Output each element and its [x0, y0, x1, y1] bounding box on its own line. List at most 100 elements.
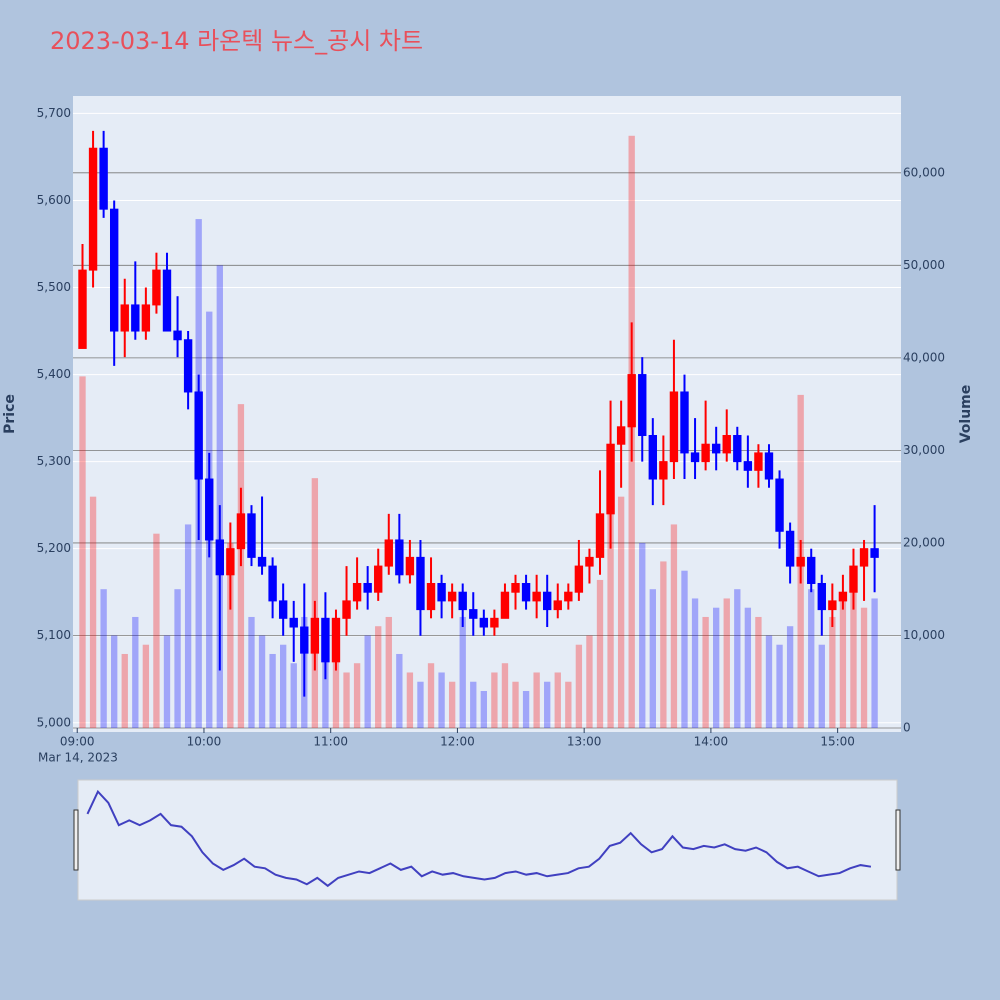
- volume-bar: [691, 598, 699, 728]
- candle-body: [183, 339, 193, 393]
- volume-bar: [385, 616, 392, 728]
- candle-body: [849, 565, 858, 593]
- volume-bar: [89, 496, 97, 728]
- volume-bar: [670, 524, 678, 728]
- candle-body: [838, 591, 848, 602]
- volume-bar: [227, 542, 234, 728]
- volume-bar: [427, 663, 435, 728]
- y-tick-label: 5,200: [37, 541, 71, 555]
- range-handle[interactable]: [73, 809, 79, 871]
- candle-body: [247, 513, 256, 558]
- candle-body: [405, 556, 415, 576]
- candle-body: [521, 582, 531, 602]
- candle-body: [659, 461, 668, 480]
- candle-body: [490, 617, 499, 628]
- volume-bar: [723, 598, 730, 728]
- volume-bar: [396, 653, 403, 728]
- candle-body: [690, 452, 700, 463]
- candle-body: [764, 452, 774, 480]
- volume-bar: [332, 644, 340, 728]
- y-tick-label: 5,100: [37, 628, 71, 642]
- x-tick-label: 14:00: [694, 735, 729, 749]
- candle-body: [828, 600, 837, 611]
- y2-tick-label: 10,000: [903, 628, 945, 642]
- candle-body: [289, 617, 298, 628]
- x-date-label: Mar 14, 2023: [38, 751, 118, 765]
- volume-bar: [512, 681, 519, 728]
- volume-bar: [364, 635, 371, 728]
- candle-body: [627, 374, 636, 428]
- volume-bar: [850, 589, 857, 728]
- candle-body: [384, 539, 393, 567]
- y-tick-label: 5,500: [37, 280, 71, 294]
- volume-bar: [132, 616, 139, 728]
- volume-bar: [776, 644, 783, 728]
- y-axis-title: Price: [2, 394, 18, 434]
- candle-body: [648, 435, 658, 480]
- volume-bar: [153, 533, 160, 728]
- volume-bar: [596, 579, 604, 728]
- volume-bar: [79, 376, 86, 728]
- volume-bar: [448, 681, 456, 728]
- candle-body: [585, 556, 594, 567]
- candle-body: [859, 548, 869, 567]
- volume-bar: [607, 450, 614, 728]
- y-tick-label: 5,400: [37, 367, 71, 381]
- volume-bar: [248, 616, 255, 728]
- y2-tick-label: 30,000: [903, 443, 945, 457]
- candle-body: [141, 304, 151, 332]
- volume-bar: [660, 561, 667, 728]
- y2-axis-title: Volume: [958, 385, 974, 444]
- volume-bar: [111, 635, 118, 728]
- candle-body: [638, 374, 647, 437]
- volume-bar: [786, 626, 794, 728]
- volume-bar: [501, 663, 509, 728]
- y2-tick-label: 50,000: [903, 258, 945, 272]
- volume-bar: [353, 663, 361, 728]
- candle-body: [162, 269, 172, 332]
- candle-body: [775, 478, 784, 532]
- volume-bar: [470, 681, 477, 728]
- volume-bar: [871, 598, 878, 728]
- volume-bar: [480, 690, 487, 728]
- range-handle[interactable]: [895, 809, 901, 871]
- volume-bar: [491, 672, 498, 728]
- volume-bar: [544, 681, 551, 728]
- volume-bar: [100, 589, 107, 728]
- volume-bar: [649, 589, 656, 728]
- x-tick-label: 10:00: [187, 735, 222, 749]
- candle-body: [215, 539, 224, 576]
- candle-body: [109, 208, 119, 332]
- candle-body: [543, 591, 552, 611]
- candle-body: [395, 539, 404, 576]
- volume-bar: [459, 616, 466, 728]
- candle-body: [532, 591, 541, 602]
- candle-body: [711, 443, 721, 454]
- candle-body: [78, 269, 87, 349]
- volume-bar: [343, 672, 350, 728]
- candle-body: [363, 582, 372, 593]
- candle-body: [606, 443, 615, 515]
- candle-body: [226, 548, 235, 576]
- volume-bar: [639, 542, 646, 728]
- candle-body: [268, 565, 277, 602]
- volume-bar: [375, 626, 382, 728]
- volume-bar: [184, 524, 192, 728]
- candle-body: [374, 565, 383, 593]
- volume-bar: [765, 635, 773, 728]
- candle-body: [321, 617, 330, 663]
- candle-body: [479, 617, 489, 628]
- candle-body: [574, 565, 584, 593]
- candle-body: [754, 452, 763, 471]
- candle-body: [437, 582, 446, 602]
- candle-body: [870, 548, 879, 558]
- volume-bar: [522, 690, 530, 728]
- volume-bar: [121, 653, 128, 728]
- volume-bar: [702, 616, 709, 728]
- volume-bar: [406, 672, 414, 728]
- candle-body: [278, 600, 288, 619]
- candle-body: [796, 556, 805, 567]
- volume-bar: [713, 607, 720, 728]
- range-slider[interactable]: [77, 779, 898, 901]
